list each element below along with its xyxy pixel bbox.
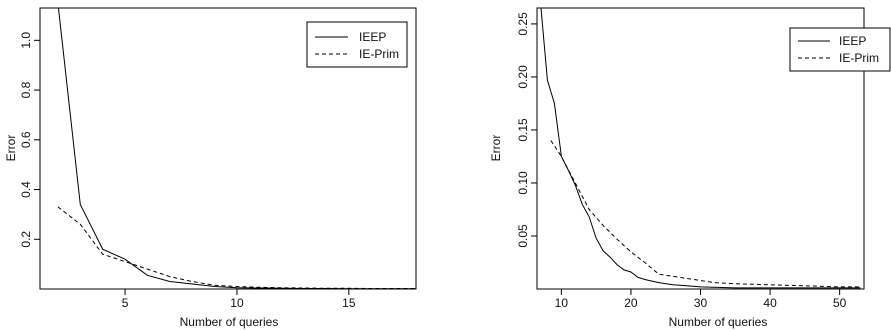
- left-legend-box: [306, 21, 408, 68]
- right-x-tick-label: 30: [694, 296, 708, 310]
- right-y-tick-label: 0.25: [516, 12, 530, 36]
- left-y-tick-label: 1.0: [19, 32, 33, 49]
- left-series-line-ie-prim: [57, 206, 416, 289]
- left-x-tick-label: 5: [122, 296, 129, 310]
- right-chart-marks: 10 20 30 40 50 0.05 0.10 0.15 0.20 0.25: [516, 8, 861, 310]
- left-y-tick-label: 0.8: [19, 81, 33, 98]
- right-x-tick-label: 50: [833, 296, 847, 310]
- right-legend-label-ieep: IEEP: [839, 34, 866, 48]
- right-series-line-ieep: [540, 8, 861, 289]
- right-x-axis-label: Number of queries: [669, 315, 768, 329]
- right-legend-box: [789, 27, 891, 72]
- left-legend-label-ieep: IEEP: [359, 30, 386, 44]
- right-y-tick-label: 0.15: [516, 118, 530, 142]
- right-y-tick-label: 0.05: [516, 224, 530, 248]
- right-chart: 10 20 30 40 50 0.05 0.10 0.15 0.20 0.25 Number of…: [489, 7, 891, 329]
- right-x-tick-label: 40: [763, 296, 777, 310]
- left-chart: 5 10 15 0.2 0.4 0.6 0.8 1.0 Number of queries E…: [4, 7, 417, 329]
- left-y-tick-label: 0.4: [19, 181, 33, 198]
- right-y-tick-label: 0.20: [516, 65, 530, 89]
- right-legend: IEEP IE-Prim: [789, 27, 891, 72]
- right-legend-label-ie-prim: IE-Prim: [839, 51, 879, 65]
- left-y-tick-label: 0.6: [19, 131, 33, 148]
- right-x-tick-label: 10: [555, 296, 569, 310]
- left-x-tick-label: 15: [342, 296, 356, 310]
- left-x-axis-label: Number of queries: [180, 315, 279, 329]
- right-x-tick-label: 20: [624, 296, 638, 310]
- left-legend-label-ie-prim: IE-Prim: [359, 47, 399, 61]
- left-chart-marks: 5 10 15 0.2 0.4 0.6 0.8 1.0: [19, 8, 416, 310]
- left-y-tick-label: 0.2: [19, 231, 33, 248]
- left-y-axis-label: Error: [4, 135, 18, 162]
- right-y-axis-label: Error: [489, 135, 503, 162]
- right-series-line-ie-prim: [550, 140, 861, 288]
- left-plot-frame: [39, 7, 417, 290]
- left-x-tick-label: 10: [230, 296, 244, 310]
- left-legend: IEEP IE-Prim: [306, 21, 408, 68]
- right-y-tick-label: 0.10: [516, 171, 530, 195]
